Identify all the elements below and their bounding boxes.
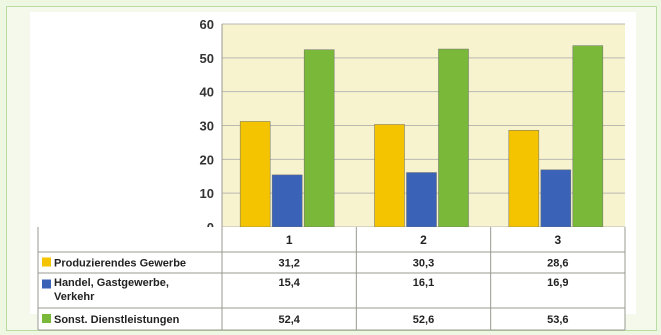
data-value-label: 52,4: [278, 314, 300, 326]
y-tick-label: 10: [200, 186, 214, 201]
legend-label: Produzierendes Gewerbe: [54, 258, 186, 270]
y-tick-label: 40: [200, 85, 214, 100]
table-background: [38, 227, 625, 330]
y-tick-label: 60: [200, 17, 214, 32]
bar: [572, 45, 604, 228]
legend-label: Sonst. Dienstleistungen: [54, 314, 180, 326]
bar: [303, 49, 335, 228]
data-value-label: 53,6: [547, 314, 568, 326]
y-tick-label: 20: [200, 152, 214, 167]
bar: [271, 174, 303, 228]
bar: [239, 121, 271, 228]
data-value-label: 52,6: [413, 314, 434, 326]
data-value-label: 28,6: [547, 258, 568, 270]
bar: [438, 48, 469, 228]
bar: [540, 169, 572, 228]
legend-swatch: [42, 279, 51, 289]
x-category-label: 1: [286, 233, 293, 247]
y-tick-label: 30: [200, 119, 214, 134]
legend-label: Handel, Gastgewerbe,: [54, 277, 169, 289]
legend-swatch: [42, 257, 51, 267]
x-category-label: 3: [554, 233, 561, 247]
legend-swatch: [42, 314, 51, 323]
bar: [508, 129, 540, 228]
data-value-label: 16,9: [547, 277, 568, 289]
bar: [406, 172, 437, 228]
data-table: 1 2 3 Produzierendes Gewerbe 31,2 30,3 28,6 Han…: [37, 227, 626, 331]
y-axis: 0102030405060: [200, 17, 223, 235]
x-category-label: 2: [420, 233, 427, 247]
data-value-label: 30,3: [413, 258, 434, 270]
legend-label: Verkehr: [54, 291, 95, 303]
data-value-label: 31,2: [278, 258, 299, 270]
bar: [374, 124, 405, 228]
data-value-label: 15,4: [278, 277, 300, 289]
data-value-label: 16,1: [413, 277, 434, 289]
y-tick-label: 50: [200, 51, 214, 66]
